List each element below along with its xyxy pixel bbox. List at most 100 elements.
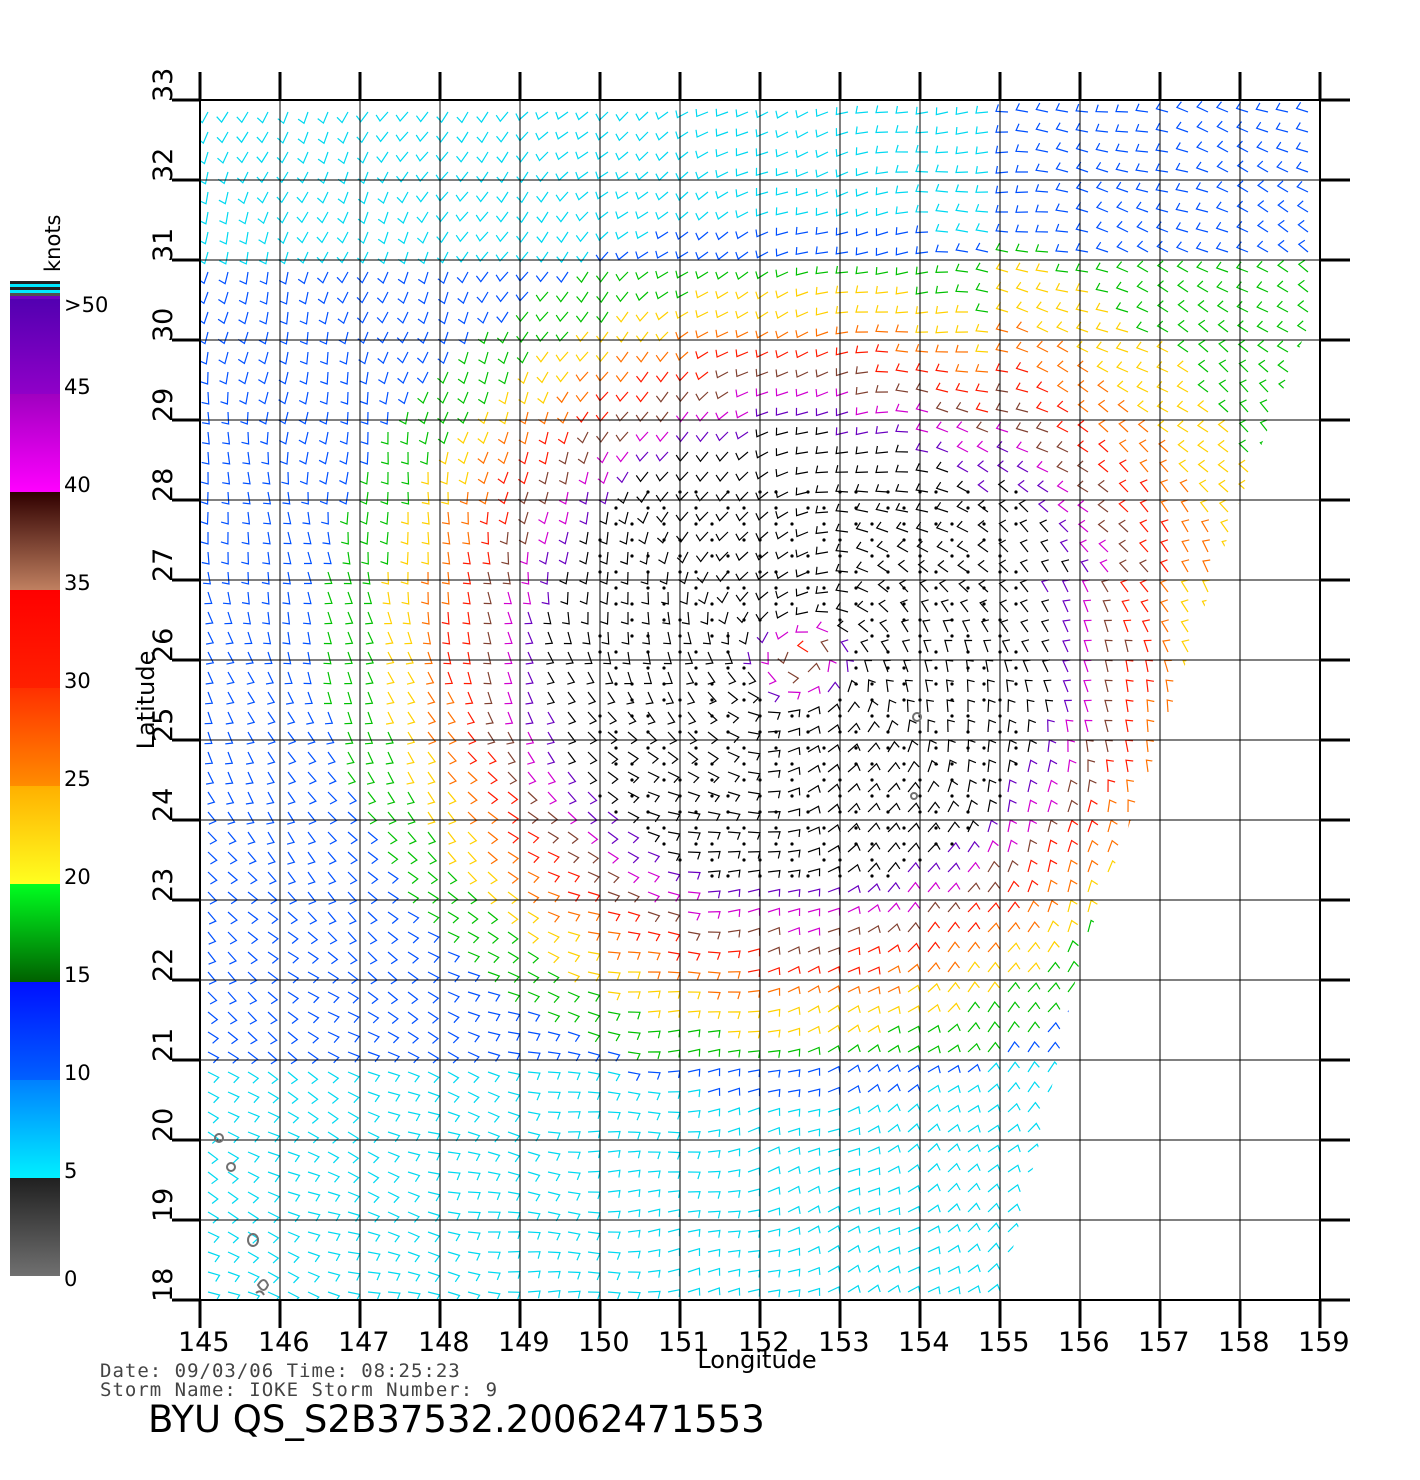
wind-barb	[307, 1131, 320, 1144]
wind-barb	[567, 991, 581, 1003]
wind-barb	[1147, 1240, 1160, 1253]
wind-barb	[835, 305, 849, 314]
wind-barb	[847, 926, 861, 935]
wind-barb	[507, 1051, 521, 1061]
wind-barb	[397, 271, 409, 285]
wind-barb	[995, 104, 1009, 113]
wind-barb	[738, 631, 749, 645]
wind-barb	[1199, 499, 1209, 513]
wind-barb	[727, 1087, 741, 1096]
wind-barb	[627, 1291, 641, 1300]
wind-barb	[695, 271, 709, 280]
wind-barb	[1285, 659, 1294, 673]
wind-barb	[557, 411, 569, 424]
wind-barb	[647, 1131, 661, 1141]
high-wind-point	[902, 842, 906, 846]
wind-barb	[1178, 459, 1189, 473]
wind-barb	[567, 1231, 581, 1241]
wind-barb	[1227, 1242, 1241, 1253]
high-wind-point	[902, 506, 906, 510]
wind-barb	[667, 771, 680, 784]
wind-barb	[1127, 1200, 1140, 1213]
wind-barb	[345, 731, 354, 745]
wind-barb	[407, 1251, 421, 1263]
wind-barb	[1184, 679, 1193, 693]
wind-barb	[1227, 1040, 1240, 1053]
wind-barb	[238, 311, 249, 325]
wind-barb	[707, 1210, 721, 1219]
wind-barb	[787, 1089, 801, 1098]
wind-barb	[627, 1031, 641, 1041]
wind-barb	[1158, 439, 1169, 453]
wind-barb	[507, 1291, 521, 1300]
wind-barb	[1147, 999, 1158, 1013]
wind-barb	[538, 471, 549, 485]
wind-barb	[835, 446, 849, 455]
wind-barb	[287, 1131, 300, 1143]
wind-barb	[687, 791, 701, 803]
wind-barb	[304, 551, 313, 565]
wind-barb	[1016, 460, 1029, 473]
wind-barb	[527, 1111, 541, 1121]
wind-barb	[1216, 181, 1229, 193]
wind-barb	[1027, 719, 1037, 733]
wind-barb	[527, 831, 540, 844]
wind-barb	[1075, 302, 1089, 313]
wind-barb	[317, 111, 329, 125]
wind-barb	[1285, 679, 1294, 693]
wind-barb	[227, 1191, 239, 1204]
wind-barb	[344, 651, 353, 665]
wind-barb	[695, 431, 709, 443]
wind-barb	[1095, 142, 1109, 153]
high-wind-point	[854, 762, 858, 766]
wind-barb	[675, 431, 689, 443]
wind-barb	[435, 191, 449, 202]
wind-barb	[507, 811, 519, 824]
wind-barb	[200, 371, 209, 385]
wind-barb	[447, 891, 459, 905]
wind-barb	[427, 991, 440, 1004]
wind-barb	[787, 1268, 801, 1277]
wind-barb	[627, 1229, 641, 1238]
wind-barb	[915, 246, 929, 255]
wind-barb	[327, 931, 338, 945]
wind-barb	[263, 631, 272, 645]
wind-barb	[1055, 301, 1069, 313]
wind-barb	[775, 590, 789, 599]
wind-barb	[1062, 619, 1071, 633]
wind-barb	[835, 583, 849, 593]
wind-barb	[607, 1291, 621, 1300]
wind-barb	[983, 639, 992, 653]
wind-barb	[795, 569, 809, 578]
high-wind-point	[950, 522, 954, 526]
wind-barb	[1287, 1140, 1300, 1153]
wind-barb	[1007, 759, 1017, 773]
wind-barb	[827, 985, 841, 994]
wind-barb	[1287, 1080, 1300, 1093]
wind-barb	[775, 227, 789, 236]
wind-barb	[955, 304, 968, 313]
wind-barb	[507, 971, 520, 983]
wind-barb	[556, 391, 569, 404]
wind-barb	[747, 1126, 761, 1135]
high-wind-point	[694, 682, 698, 686]
wind-barb	[1287, 879, 1298, 893]
wind-barb	[815, 169, 829, 178]
wind-barb	[987, 981, 1000, 993]
wind-barb	[267, 1131, 281, 1143]
wind-barb	[667, 1091, 681, 1099]
wind-barb	[318, 431, 329, 445]
wind-barb	[607, 1111, 621, 1120]
wind-barb	[915, 483, 929, 493]
wind-barb	[1047, 779, 1058, 793]
wind-barb	[1207, 1020, 1220, 1033]
wind-barb	[955, 243, 969, 253]
wind-barb	[427, 811, 436, 825]
wind-barb	[815, 604, 829, 613]
wind-barb	[487, 791, 499, 805]
wind-barb	[767, 869, 781, 878]
wind-barb	[1263, 599, 1272, 613]
wind-barb	[927, 1103, 941, 1113]
wind-barb	[695, 330, 709, 339]
wind-barb	[401, 591, 410, 605]
